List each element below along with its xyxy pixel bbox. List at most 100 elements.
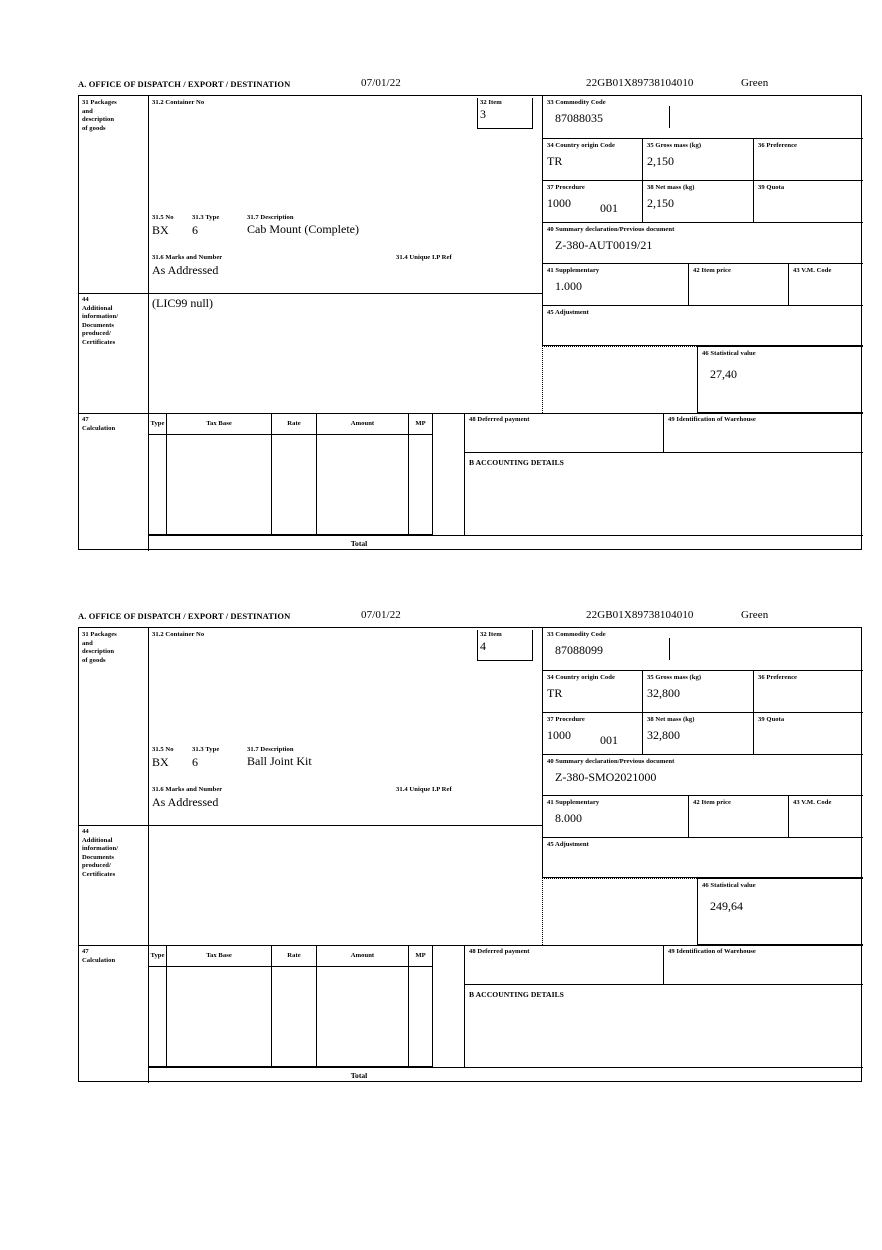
box43-label: 43 V.M. Code [793, 267, 832, 274]
box39-label: 39 Quota [758, 184, 785, 191]
box31-6-value: As Addressed [152, 795, 219, 809]
box45-cell: 45 Adjustment [542, 838, 863, 878]
box31-2-label: 31.2 Container No [152, 99, 205, 106]
calc-cell-amount [317, 967, 409, 1067]
stub-divider-44 [148, 825, 149, 945]
box33-cell: 33 Commodity Code 87088099 [542, 628, 863, 671]
box40-label: 40 Summary declaration/Previous document [547, 226, 675, 233]
box31-5-label: 31.5 No [152, 214, 174, 221]
calc-cell-tax-base [167, 435, 272, 535]
box31-4-label: 31.4 Unique I.P Ref [396, 254, 452, 261]
box44-top-rule [79, 293, 542, 294]
box35-value: 2,150 [647, 153, 674, 168]
box38-cell: 38 Net mass (kg) 32,800 [642, 713, 753, 755]
stub-divider-44 [148, 293, 149, 413]
box32-value: 3 [480, 107, 486, 121]
box33-cell: 33 Commodity Code 87088035 [542, 96, 863, 139]
calc-cell-rate [272, 435, 317, 535]
box31-2-label: 31.2 Container No [152, 631, 205, 638]
box40-value: Z-380-SMO2021000 [555, 769, 657, 784]
declaration-date: 07/01/22 [361, 609, 401, 621]
sad-form-item-4: A. OFFICE OF DISPATCH / EXPORT / DESTINA… [78, 609, 863, 1083]
box45-label: 45 Adjustment [547, 309, 589, 316]
box49-label: 49 Identification of Warehouse [668, 948, 756, 955]
box31-7-value: Ball Joint Kit [247, 754, 312, 768]
box31-5-label: 31.5 No [152, 746, 174, 753]
box-b-label: B ACCOUNTING DETAILS [469, 990, 564, 999]
calc-head-amount: Amount [317, 413, 409, 435]
stub-divider-top [148, 96, 149, 293]
box31-7-label: 31.7 Description [247, 214, 294, 221]
box37-value-1: 1000 [547, 727, 571, 742]
box48-label: 48 Deferred payment [469, 948, 530, 955]
box38-label: 38 Net mass (kg) [647, 184, 695, 191]
box36-cell: 36 Preference [753, 671, 863, 713]
calc-head-mp: MP [409, 945, 433, 967]
box43-label: 43 V.M. Code [793, 799, 832, 806]
calc-total-row: Total [148, 535, 863, 551]
box43-cell: 43 V.M. Code [788, 264, 863, 306]
box36-label: 36 Preference [758, 674, 798, 681]
box32-item: 32 Item 4 [477, 630, 533, 661]
box37-value-2: 001 [600, 733, 618, 747]
box31-6-value: As Addressed [152, 263, 219, 277]
box46-value: 27,40 [710, 366, 737, 381]
mrn-number: 22GB01X89738104010 [586, 609, 694, 621]
box41-cell: 41 Supplementary 1.000 [542, 264, 688, 306]
box32-item: 32 Item 3 [477, 98, 533, 129]
box31-stub-label: 31 Packages and description of goods [82, 631, 117, 664]
box31-6-label: 31.6 Marks and Number [152, 254, 223, 261]
calc-head-mp: MP [409, 413, 433, 435]
box46-label: 46 Statistical value [702, 350, 756, 357]
calc-cell-rate [272, 967, 317, 1067]
box35-label: 35 Gross mass (kg) [647, 142, 702, 149]
box37-cell: 37 Procedure 1000 [542, 713, 642, 755]
box34-label: 34 Country origin Code [547, 142, 615, 149]
box34-cell: 34 Country origin Code TR [542, 139, 642, 181]
box32-value: 4 [480, 639, 486, 653]
office-of-dispatch-label: A. OFFICE OF DISPATCH / EXPORT / DESTINA… [78, 611, 291, 621]
box35-cell: 35 Gross mass (kg) 32,800 [642, 671, 753, 713]
calc-cell-mp [409, 967, 433, 1067]
form-header: A. OFFICE OF DISPATCH / EXPORT / DESTINA… [78, 609, 862, 627]
box35-label: 35 Gross mass (kg) [647, 674, 702, 681]
box31-7-label: 31.7 Description [247, 746, 294, 753]
box-b-cell: B ACCOUNTING DETAILS [464, 985, 863, 1067]
box31-3-label: 31.3 Type [192, 746, 220, 753]
box42-label: 42 Item price [693, 799, 732, 806]
box37-value-2: 001 [600, 201, 618, 215]
box41-value: 1.000 [555, 278, 582, 293]
calc-head-tax-base: Tax Base [167, 413, 272, 435]
box39-cell: 39 Quota [753, 713, 863, 755]
box-b-label: B ACCOUNTING DETAILS [469, 458, 564, 467]
declaration-date: 07/01/22 [361, 77, 401, 89]
sad-form-item-3: A. OFFICE OF DISPATCH / EXPORT / DESTINA… [78, 77, 863, 551]
form-header: A. OFFICE OF DISPATCH / EXPORT / DESTINA… [78, 77, 862, 95]
box49-cell: 49 Identification of Warehouse [663, 945, 863, 985]
mrn-number: 22GB01X89738104010 [586, 77, 694, 89]
box31-7-value: Cab Mount (Complete) [247, 222, 359, 236]
box31-3-label: 31.3 Type [192, 214, 220, 221]
box44-value: (LIC99 null) [152, 296, 213, 310]
box46-cell: 46 Statistical value 249,64 [697, 878, 863, 945]
box41-label: 41 Supplementary [547, 267, 600, 274]
box40-cell: 40 Summary declaration/Previous document… [542, 755, 863, 796]
box37-value-1: 1000 [547, 195, 571, 210]
box47-stub-label: 47 Calculation [82, 416, 116, 432]
box38-label: 38 Net mass (kg) [647, 716, 695, 723]
calc-head-rate: Rate [272, 413, 317, 435]
box40-cell: 40 Summary declaration/Previous document… [542, 223, 863, 264]
box33-inner-divider [669, 638, 670, 660]
box46-dotted-region [542, 878, 697, 945]
calc-head-amount: Amount [317, 945, 409, 967]
calc-head-type: Type [148, 945, 167, 967]
box34-value: TR [547, 153, 563, 168]
box46-cell: 46 Statistical value 27,40 [697, 346, 863, 413]
box49-label: 49 Identification of Warehouse [668, 416, 756, 423]
box34-value: TR [547, 685, 563, 700]
calc-head-rate: Rate [272, 945, 317, 967]
box44-top-rule [79, 825, 542, 826]
box31-stub-label: 31 Packages and description of goods [82, 99, 117, 132]
box-b-cell: B ACCOUNTING DETAILS [464, 453, 863, 535]
